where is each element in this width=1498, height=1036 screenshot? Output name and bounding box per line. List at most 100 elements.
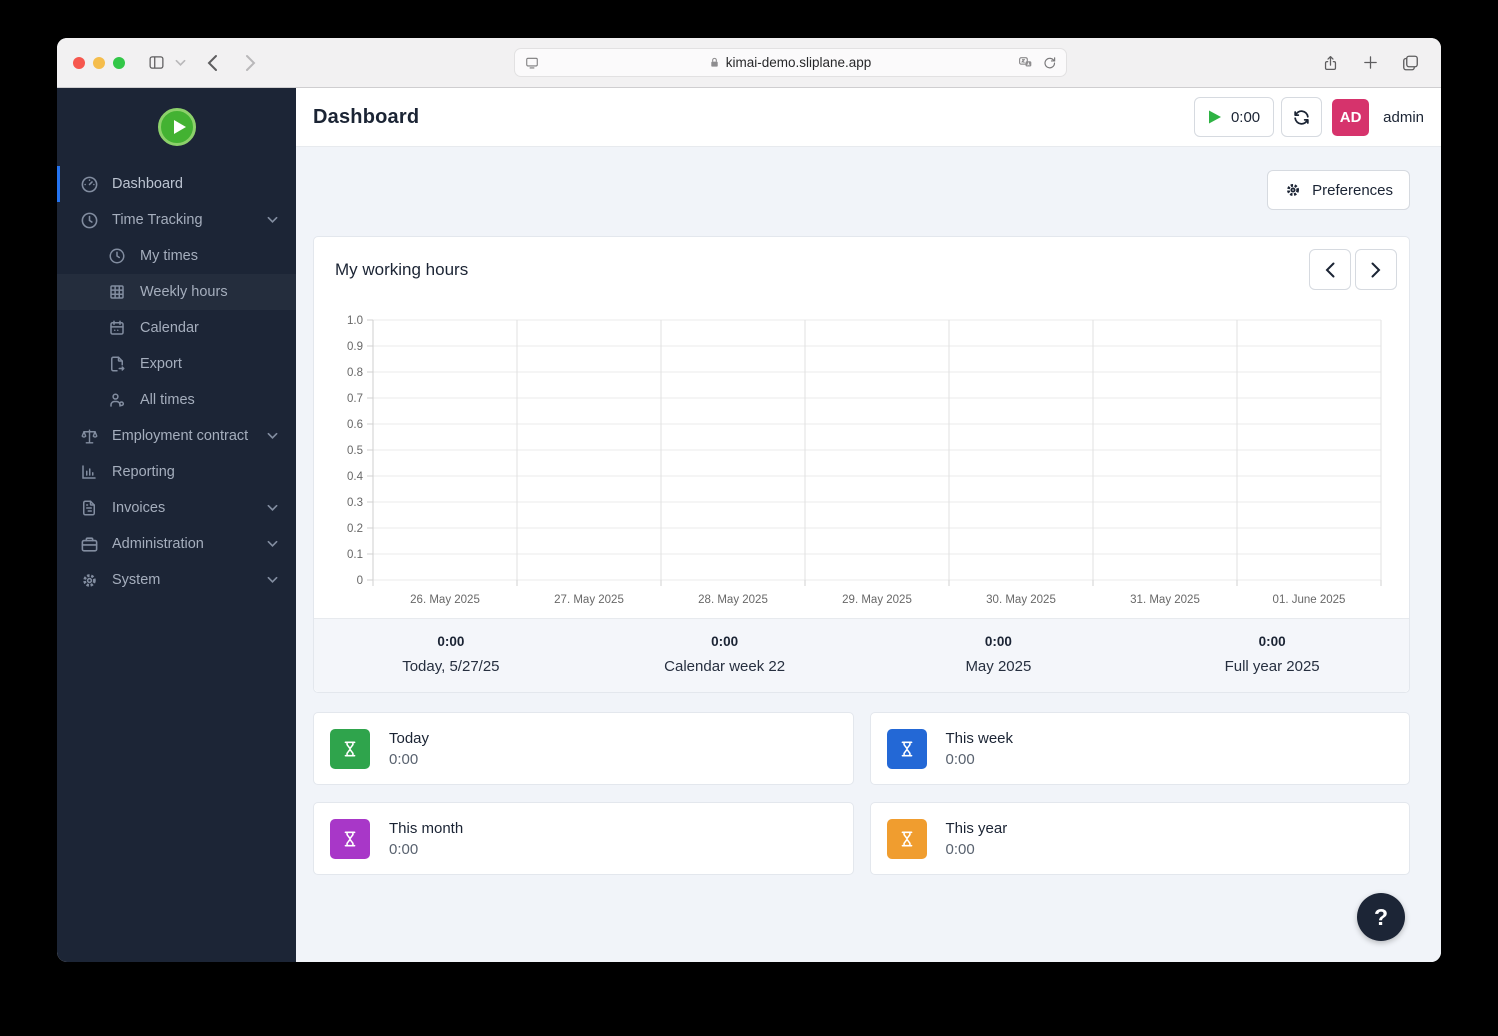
sidebar-item-label: Reporting — [112, 464, 175, 480]
chevron-down-icon — [267, 432, 278, 440]
chevron-down-icon[interactable] — [171, 50, 189, 76]
lock-icon — [709, 56, 720, 69]
url-text: kimai-demo.sliplane.app — [725, 55, 872, 70]
summary-value: 0:00 — [711, 634, 739, 649]
svg-text:0.9: 0.9 — [347, 341, 363, 353]
help-button[interactable]: ? — [1357, 893, 1405, 941]
close-window-button[interactable] — [73, 56, 85, 69]
card-value: 0:00 — [945, 840, 975, 858]
page-appearance-icon[interactable] — [524, 56, 540, 70]
gauge-icon — [79, 174, 99, 194]
svg-text:0.3: 0.3 — [347, 497, 363, 509]
svg-text:0.6: 0.6 — [347, 419, 363, 431]
sidebar-item-label: All times — [140, 392, 195, 408]
svg-text:01. June 2025: 01. June 2025 — [1273, 594, 1346, 606]
working-hours-widget: My working hours 1.0 0.9 0.8 0.7 0.6 0.5 0.4 0.… — [313, 236, 1410, 693]
sidebar-item-label: Export — [140, 356, 182, 372]
translate-icon[interactable] — [1017, 56, 1034, 70]
svg-text:30. May 2025: 30. May 2025 — [986, 594, 1056, 606]
sidebar-item-all-times[interactable]: All times — [57, 382, 296, 418]
page-title: Dashboard — [313, 105, 420, 128]
play-icon — [1208, 109, 1222, 125]
back-button[interactable] — [197, 50, 227, 76]
chevron-down-icon — [267, 216, 278, 224]
card-title: This year — [945, 819, 1008, 837]
refresh-button[interactable] — [1281, 97, 1323, 137]
sidebar-item-administration[interactable]: Administration — [57, 526, 296, 562]
sidebar-item-employment-contract[interactable]: Employment contract — [57, 418, 296, 454]
svg-text:0.4: 0.4 — [347, 471, 364, 483]
sidebar-item-label: Invoices — [112, 500, 166, 516]
summary-label: Today, 5/27/25 — [402, 658, 500, 675]
hourglass-icon — [330, 728, 370, 769]
users-icon — [107, 390, 127, 410]
sidebar-item-label: My times — [140, 248, 198, 264]
sidebar-item-label: System — [112, 572, 161, 588]
sidebar-item-weekly-hours[interactable]: Weekly hours — [57, 274, 296, 310]
sidebar-item-reporting[interactable]: Reporting — [57, 454, 296, 490]
timer-value: 0:00 — [1230, 108, 1261, 126]
card-value: 0:00 — [945, 750, 975, 768]
maximize-window-button[interactable] — [113, 56, 125, 69]
summary-month: 0:00 May 2025 — [862, 634, 1136, 675]
sidebar-item-system[interactable]: System — [57, 562, 296, 598]
forward-button[interactable] — [235, 50, 265, 76]
minimize-window-button[interactable] — [93, 56, 105, 69]
clock-icon — [79, 210, 99, 230]
svg-text:29. May 2025: 29. May 2025 — [842, 594, 912, 606]
summary-today: 0:00 Today, 5/27/25 — [314, 634, 588, 675]
sidebar-item-calendar[interactable]: Calendar — [57, 310, 296, 346]
sidebar-item-label: Dashboard — [112, 176, 183, 192]
sidebar-item-time-tracking[interactable]: Time Tracking — [57, 202, 296, 238]
sidebar-toggle-icon[interactable] — [141, 50, 171, 76]
refresh-icon — [1292, 108, 1311, 127]
chevron-down-icon — [267, 540, 278, 548]
scale-icon — [79, 426, 99, 446]
svg-text:27. May 2025: 27. May 2025 — [554, 594, 624, 606]
summary-value: 0:00 — [984, 634, 1012, 649]
next-period-button[interactable] — [1355, 249, 1397, 290]
browser-window: kimai-demo.sliplane.app — [57, 38, 1441, 962]
sidebar-item-my-times[interactable]: My times — [57, 238, 296, 274]
help-icon: ? — [1373, 903, 1389, 930]
invoice-icon — [79, 498, 99, 518]
stat-card-this-month: This month 0:00 — [313, 802, 854, 875]
new-tab-icon[interactable] — [1355, 50, 1385, 76]
svg-text:0.8: 0.8 — [347, 367, 363, 379]
sidebar-item-label: Employment contract — [112, 428, 249, 444]
start-timer-button[interactable]: 0:00 — [1193, 97, 1275, 137]
tab-overview-icon[interactable] — [1395, 50, 1425, 76]
hourglass-icon — [886, 818, 927, 859]
calendar-icon — [107, 318, 127, 338]
svg-text:0.5: 0.5 — [347, 445, 363, 457]
avatar[interactable]: AD — [1332, 98, 1370, 136]
preferences-button[interactable]: Preferences — [1267, 170, 1410, 210]
summary-label: May 2025 — [965, 658, 1032, 675]
svg-text:31. May 2025: 31. May 2025 — [1130, 594, 1200, 606]
svg-text:28. May 2025: 28. May 2025 — [698, 594, 768, 606]
username[interactable]: admin — [1383, 108, 1424, 126]
kimai-logo[interactable] — [157, 108, 196, 146]
gear-icon — [79, 570, 99, 590]
card-title: This week — [945, 729, 1014, 747]
reload-icon[interactable] — [1042, 55, 1057, 70]
chevron-down-icon — [267, 504, 278, 512]
sidebar-item-export[interactable]: Export — [57, 346, 296, 382]
widget-title: My working hours — [335, 259, 469, 279]
svg-text:0.1: 0.1 — [347, 549, 363, 561]
sidebar-item-dashboard[interactable]: Dashboard — [57, 166, 296, 202]
summary-value: 0:00 — [1258, 634, 1286, 649]
svg-text:0.2: 0.2 — [347, 523, 363, 535]
stat-card-this-year: This year 0:00 — [869, 802, 1410, 875]
share-icon[interactable] — [1315, 50, 1345, 76]
briefcase-icon — [79, 534, 99, 554]
report-chart-icon — [79, 462, 99, 482]
file-export-icon — [107, 354, 127, 374]
traffic-lights — [73, 56, 125, 69]
previous-period-button[interactable] — [1309, 249, 1351, 290]
address-bar[interactable]: kimai-demo.sliplane.app — [513, 48, 1067, 77]
summary-year: 0:00 Full year 2025 — [1135, 634, 1409, 675]
sidebar-item-invoices[interactable]: Invoices — [57, 490, 296, 526]
card-title: Today — [389, 729, 430, 747]
page-header: Dashboard 0:00 AD admin — [296, 88, 1441, 147]
